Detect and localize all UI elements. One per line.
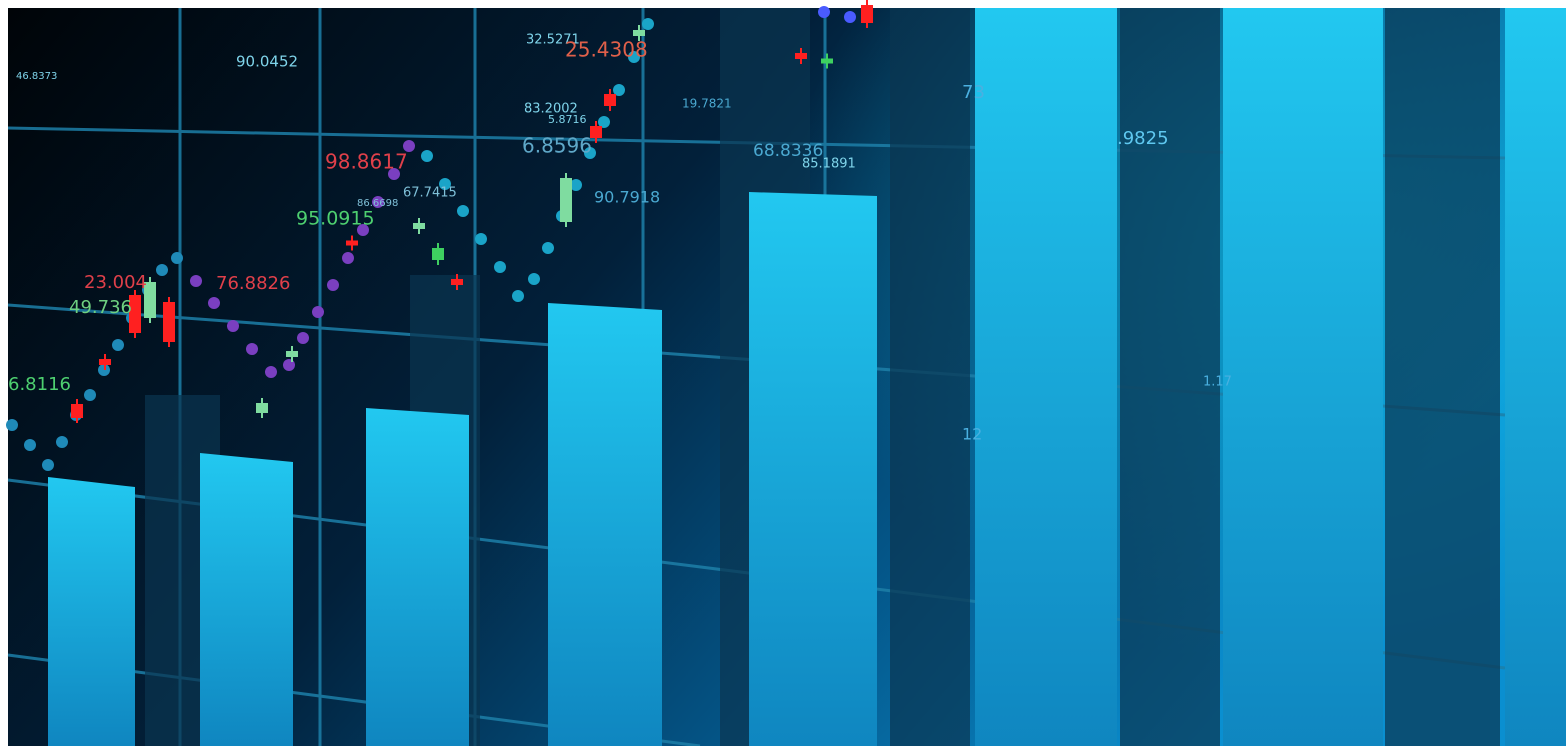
trend-dot [6,419,18,431]
trend-dot [24,439,36,451]
trend-dot [190,275,202,287]
trend-dot [246,343,258,355]
candle [99,359,111,365]
number-label: 46.8373 [16,71,57,82]
trend-dot [84,389,96,401]
trend-dot [208,297,220,309]
trend-dot [265,366,277,378]
candle [432,248,444,260]
trend-dot [528,273,540,285]
candlesticks [71,0,873,423]
trend-dot [642,18,654,30]
number-label: 68.8336 [753,141,823,161]
trend-dot [156,264,168,276]
candle [129,295,141,333]
candle [861,5,873,23]
trend-dot [388,168,400,180]
trend-dot [421,150,433,162]
number-label: 19.7821 [682,97,732,111]
trend-dot [512,290,524,302]
trend-dot [327,279,339,291]
number-label: 49.736 [69,297,132,318]
number-label: 95.0915 [296,208,375,230]
number-label: 98.8617 [325,150,408,174]
trend-dot [457,205,469,217]
candle [821,58,833,64]
trend-dot [283,359,295,371]
trend-dot [56,436,68,448]
trend-dot [227,320,239,332]
candle [346,240,358,246]
number-label: 5.8716 [548,113,587,126]
number-label: .9825 [1117,128,1169,149]
trend-dot [844,11,856,23]
candle [451,279,463,285]
candle [413,223,425,229]
number-label: 83.2002 [524,102,578,117]
candle [560,178,572,222]
trend-dot [42,459,54,471]
trend-dot [357,224,369,236]
candle [144,282,156,318]
trend-dot [475,233,487,245]
candle [590,126,602,138]
number-label: 6.8596 [522,134,592,158]
candle [795,53,807,59]
number-label: 90.7918 [594,188,660,207]
number-label: 90.0452 [236,53,298,71]
trend-dot [171,252,183,264]
number-label: 6.8116 [8,374,71,395]
trend-dot [584,147,596,159]
bars [48,8,1566,746]
trend-dot [403,140,415,152]
number-label: 1.17 [1203,375,1232,390]
candle [633,30,645,36]
trend-dot [570,179,582,191]
trend-dot [342,252,354,264]
candle [256,403,268,413]
trend-dot [598,116,610,128]
number-label: 85.1891 [802,157,856,172]
trend-dot [542,242,554,254]
trend-dot [312,306,324,318]
trend-dot [628,51,640,63]
number-label: 23.004 [84,272,147,293]
trend-dot [112,339,124,351]
candle [604,94,616,106]
candle [163,302,175,342]
number-label: 76.8826 [216,273,290,294]
number-label: 86.6698 [357,198,398,209]
number-label: 12 [962,425,982,444]
number-label: 67.7415 [403,186,457,201]
candle [71,404,83,418]
candle [286,351,298,357]
trend-dot [818,6,830,18]
number-label: 25.4308 [565,38,648,62]
trend-dot [494,261,506,273]
number-label: 73 [962,82,985,103]
trend-dot [439,178,451,190]
trend-dot [372,196,384,208]
trend-dot [297,332,309,344]
number-label: 32.5271 [526,33,580,48]
trend-dot [613,84,625,96]
